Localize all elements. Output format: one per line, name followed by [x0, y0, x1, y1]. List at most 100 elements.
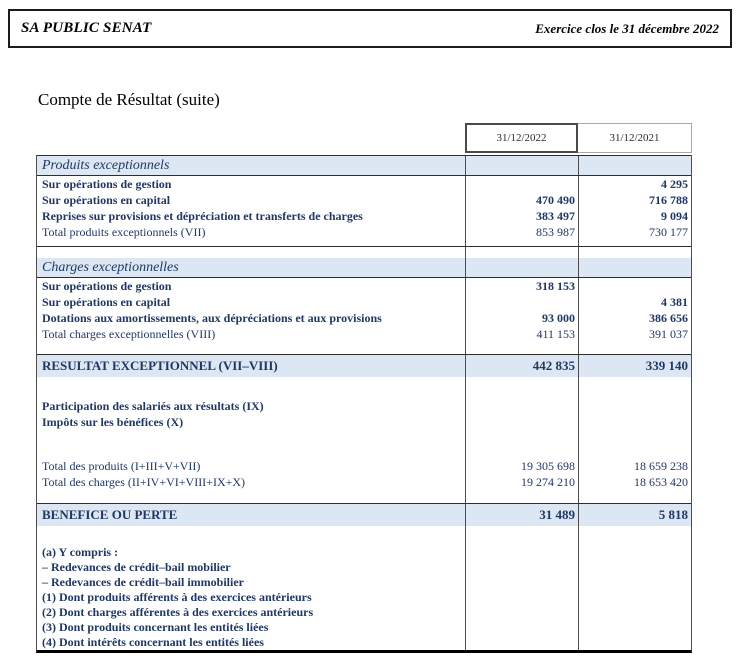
table-row: Reprises sur provisions et dépréciation …	[37, 208, 691, 224]
value-2021	[578, 575, 691, 590]
value-2022: 470 490	[465, 192, 578, 208]
row-label: Produits exceptionnels	[42, 158, 170, 173]
spacer-row	[37, 247, 691, 258]
value-2021: 4 295	[578, 176, 691, 192]
table-row: Participation des salariés aux résultats…	[37, 398, 691, 414]
section-header-row: Produits exceptionnels	[37, 155, 691, 176]
value-2021: 18 659 238	[578, 458, 691, 474]
value-2021	[578, 240, 691, 246]
value-2022	[465, 176, 578, 192]
footnote-row: (2) Dont charges afférentes à des exerci…	[37, 605, 691, 620]
value-2021	[578, 560, 691, 575]
value-2021: 5 818	[578, 504, 691, 526]
income-statement-table: 31/12/2022 31/12/2021 Produits exception…	[36, 123, 692, 653]
table-row: Total des produits (I+III+V+VII) 19 305 6…	[37, 458, 691, 474]
value-2021	[578, 377, 691, 398]
column-header-2021: 31/12/2021	[578, 123, 692, 153]
value-2022	[465, 294, 578, 310]
row-label	[37, 342, 465, 354]
column-header-row: 31/12/2022 31/12/2021	[465, 123, 692, 153]
row-label: (4) Dont intérêts concernant les entités…	[42, 635, 264, 649]
value-2022: 318 153	[465, 278, 578, 294]
table-row: Dotations aux amortissements, aux dépréc…	[37, 310, 691, 326]
row-label	[37, 377, 465, 398]
table-row: Total produits exceptionnels (VII) 853 98…	[37, 224, 691, 240]
value-2021	[578, 430, 691, 458]
row-label	[37, 240, 465, 246]
footnote-row: (a) Y compris :	[37, 545, 691, 560]
value-2022	[465, 545, 578, 560]
row-label: (a) Y compris :	[42, 545, 119, 559]
footnote-row: (3) Dont produits concernant les entités…	[37, 620, 691, 635]
table-row: Sur opérations de gestion 318 153	[37, 278, 691, 294]
table-row: Total charges exceptionnelles (VIII) 411 …	[37, 326, 691, 342]
value-2022	[465, 414, 578, 430]
value-2021	[578, 490, 691, 503]
row-label	[37, 526, 465, 545]
value-2021: 4 381	[578, 294, 691, 310]
value-2021	[578, 247, 691, 258]
value-2022	[465, 620, 578, 635]
value-2022: 93 000	[465, 310, 578, 326]
spacer-row	[37, 240, 691, 247]
table-row: Total des charges (II+IV+VI+VIII+IX+X) 19…	[37, 474, 691, 490]
value-2022	[465, 247, 578, 258]
row-label: RESULTAT EXCEPTIONNEL (VII–VIII)	[42, 358, 278, 373]
row-label: (1) Dont produits afférents à des exerci…	[42, 590, 312, 604]
row-label: – Redevances de crédit–bail mobilier	[42, 560, 231, 574]
value-2021	[578, 278, 691, 294]
value-2022: 19 305 698	[465, 458, 578, 474]
row-label: Sur opérations en capital	[42, 193, 171, 207]
value-2022: 383 497	[465, 208, 578, 224]
value-2021: 730 177	[578, 224, 691, 240]
value-2022	[465, 156, 578, 175]
value-2022: 19 274 210	[465, 474, 578, 490]
value-2022	[465, 258, 578, 277]
row-label: Dotations aux amortissements, aux dépréc…	[42, 311, 382, 325]
column-header-2022: 31/12/2022	[465, 123, 578, 153]
value-2022: 411 153	[465, 326, 578, 342]
row-label: (3) Dont produits concernant les entités…	[42, 620, 269, 634]
value-2021	[578, 590, 691, 605]
value-2022	[465, 590, 578, 605]
value-2022	[465, 430, 578, 458]
row-label: – Redevances de crédit–bail immobilier	[42, 575, 244, 589]
value-2022	[465, 560, 578, 575]
footnote-row: – Redevances de crédit–bail mobilier	[37, 560, 691, 575]
footnote-row: (1) Dont produits afférents à des exerci…	[37, 590, 691, 605]
value-2022	[465, 605, 578, 620]
table-body: Produits exceptionnels Sur opérations de …	[36, 155, 692, 653]
row-label	[37, 247, 465, 258]
value-2021: 716 788	[578, 192, 691, 208]
spacer-row	[37, 377, 691, 398]
row-label: Participation des salariés aux résultats…	[42, 399, 264, 413]
spacer-row	[37, 430, 691, 458]
result-row: BENEFICE OU PERTE 31 489 5 818	[37, 503, 691, 526]
spacer-row	[37, 342, 691, 354]
row-label: Charges exceptionnelles	[42, 260, 179, 275]
row-label	[37, 430, 465, 458]
spacer-row	[37, 526, 691, 545]
row-label: Reprises sur provisions et dépréciation …	[42, 209, 363, 223]
value-2021	[578, 398, 691, 414]
value-2022: 442 835	[465, 355, 578, 377]
value-2021: 339 140	[578, 355, 691, 377]
row-label: Total produits exceptionnels (VII)	[42, 225, 206, 239]
table-row: Impôts sur les bénéfices (X)	[37, 414, 691, 430]
row-label: Impôts sur les bénéfices (X)	[42, 415, 184, 429]
value-2022	[465, 377, 578, 398]
value-2022	[465, 240, 578, 246]
value-2021	[578, 620, 691, 635]
footnote-row: – Redevances de crédit–bail immobilier	[37, 575, 691, 590]
section-header-row: Charges exceptionnelles	[37, 258, 691, 278]
fiscal-year-label: Exercice clos le 31 décembre 2022	[535, 20, 719, 36]
value-2021	[578, 635, 691, 650]
row-label: Total charges exceptionnelles (VIII)	[42, 327, 216, 341]
value-2021	[578, 414, 691, 430]
value-2022	[465, 398, 578, 414]
value-2021: 391 037	[578, 326, 691, 342]
row-label: Sur opérations en capital	[42, 295, 171, 309]
row-label: BENEFICE OU PERTE	[42, 507, 178, 522]
value-2022	[465, 526, 578, 545]
spacer-row	[37, 490, 691, 503]
